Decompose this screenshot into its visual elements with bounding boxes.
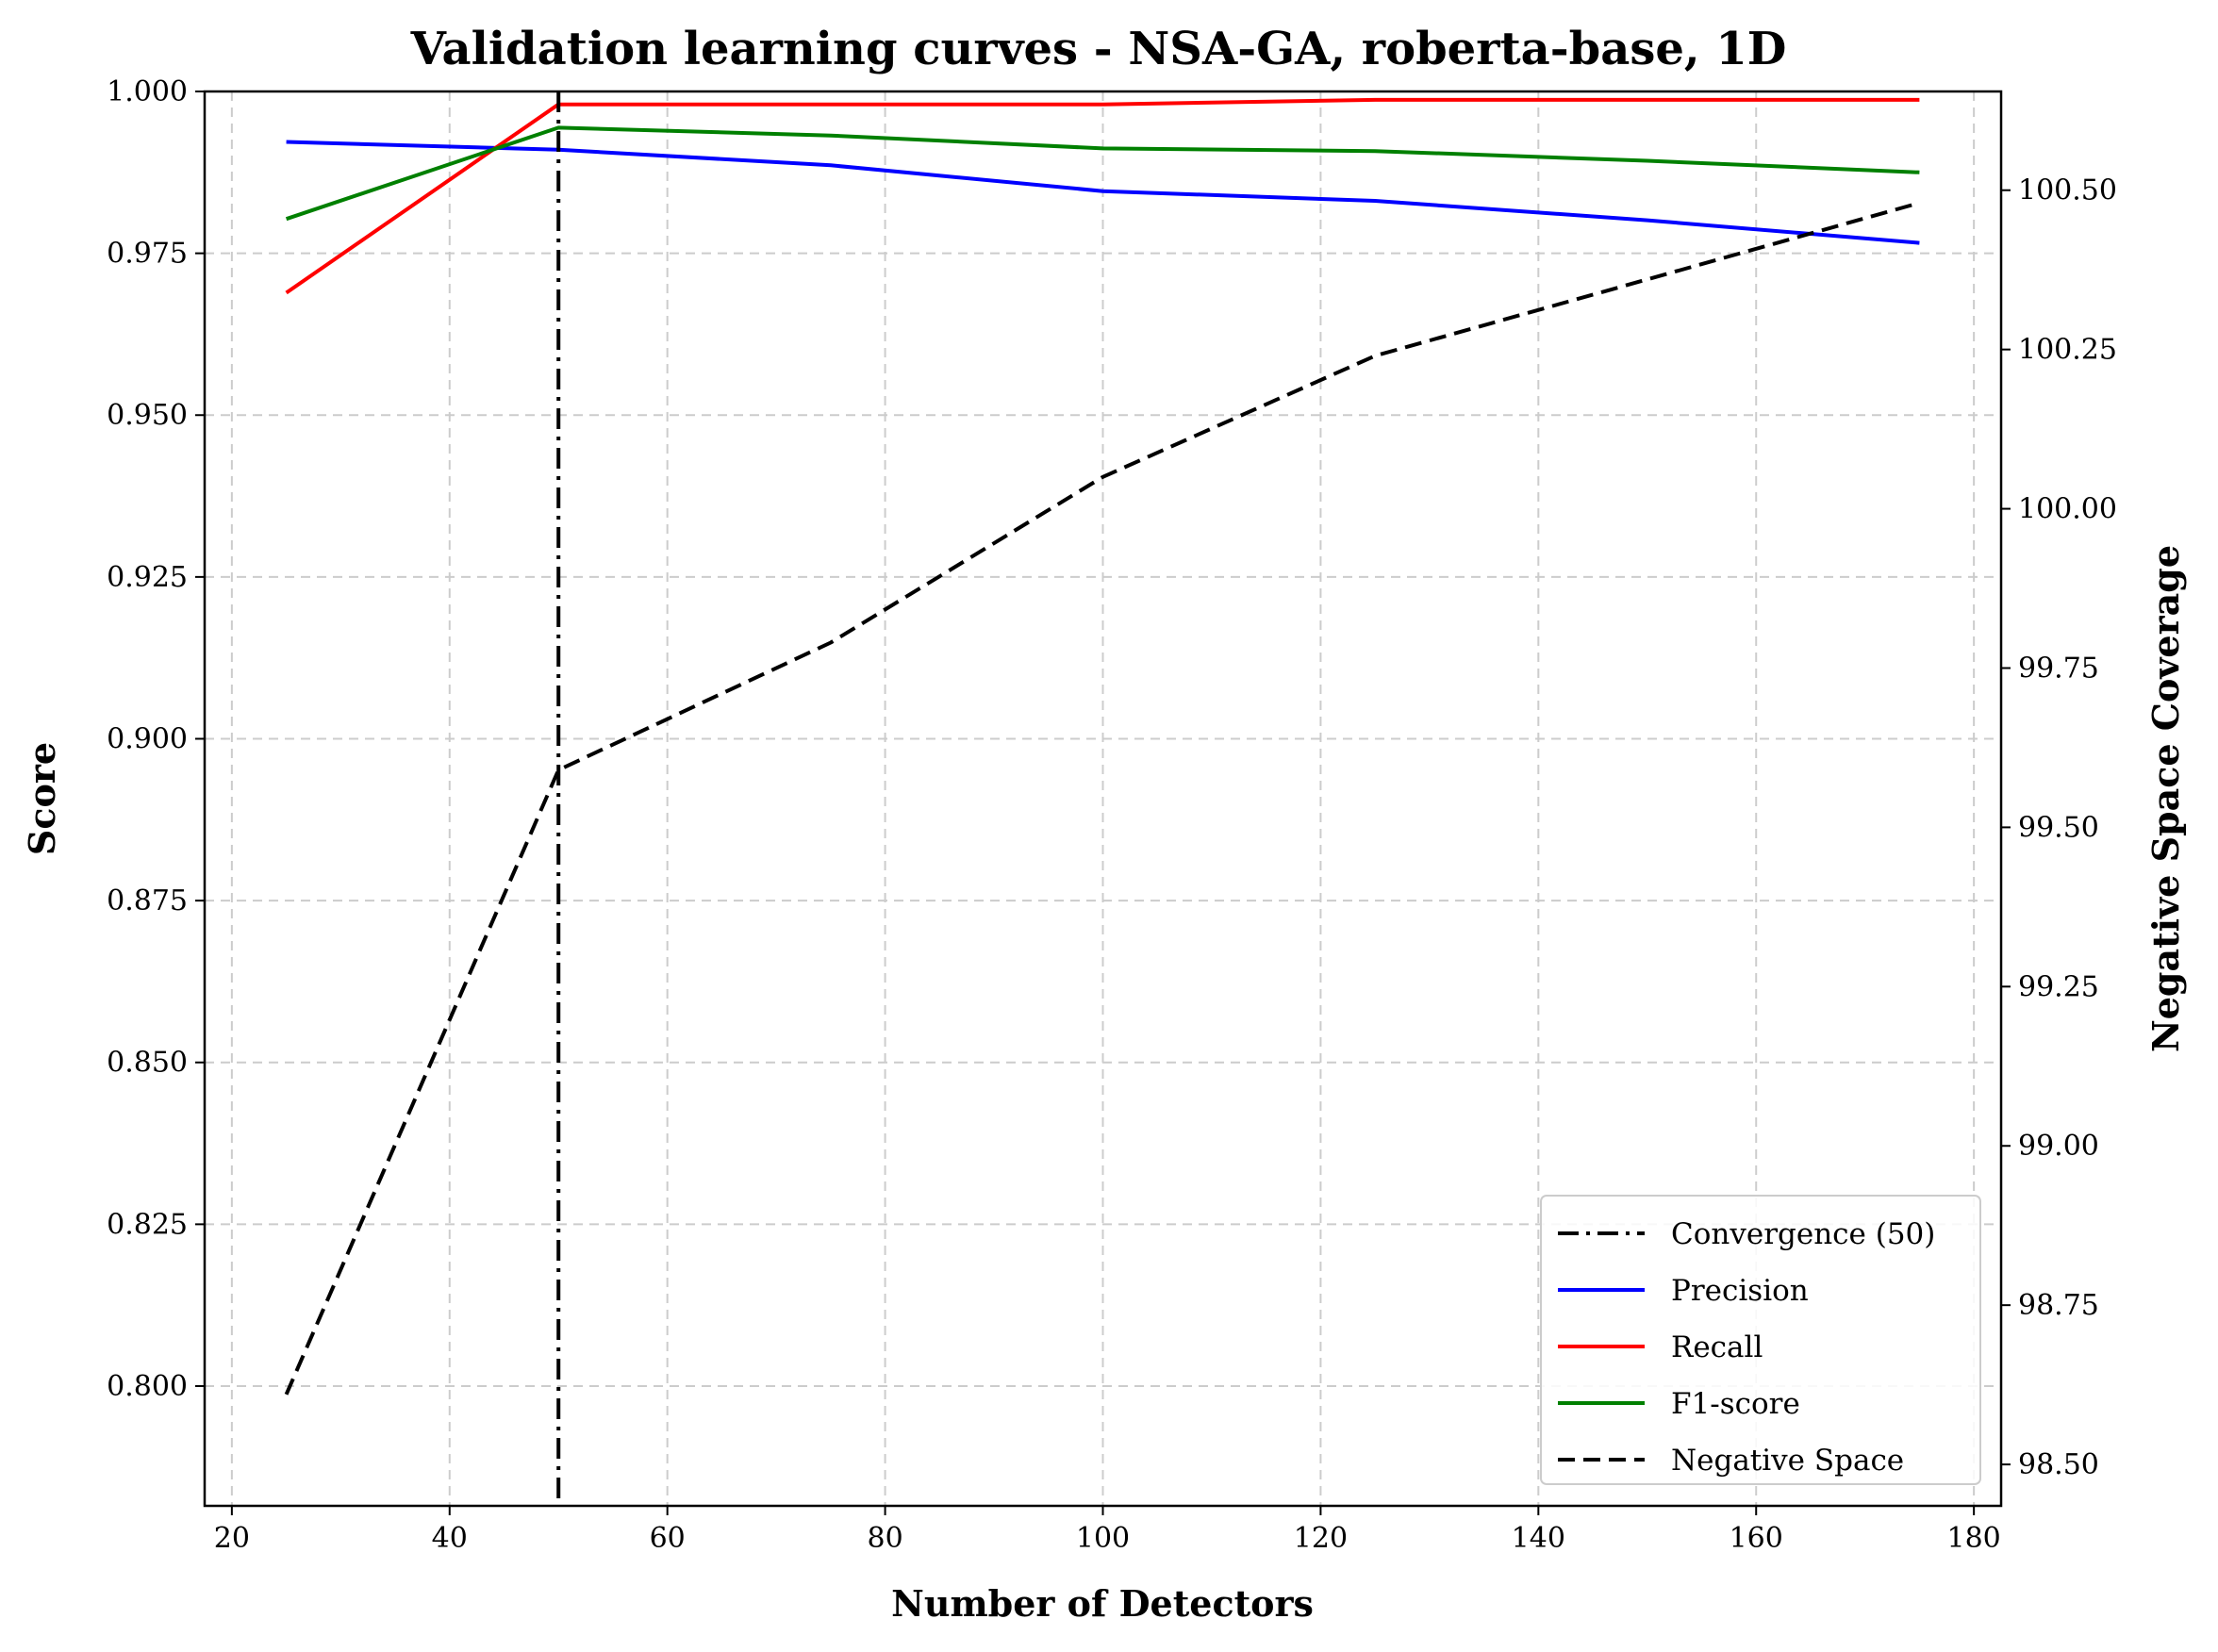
y2-tick-label: 99.50 (2018, 811, 2099, 844)
series-line-negative-space (284, 201, 1920, 1396)
series-line-f1-score (285, 125, 1920, 222)
legend-box (1540, 1195, 1981, 1485)
y-axis-ticks: 0.800 0.825 0.850 0.875 0.900 0.925 0.950 0.975… (107, 75, 205, 1403)
chart-title: Validation learning curves - NSA-GA, rob… (410, 23, 1787, 75)
y-tick-label: 0.800 (107, 1370, 188, 1403)
y-tick-label: 0.975 (107, 238, 188, 271)
legend-label: Negative Space (1671, 1444, 1904, 1478)
x-tick-label: 120 (1294, 1522, 1348, 1555)
y2-tick-label: 100.00 (2018, 493, 2117, 526)
y2-tick-label: 99.25 (2018, 970, 2099, 1003)
y2-tick-label: 99.75 (2018, 652, 2099, 685)
y2-tick-label: 100.50 (2018, 174, 2117, 207)
legend-label: F1-score (1671, 1387, 1800, 1421)
y-tick-label: 0.925 (107, 561, 188, 594)
x-tick-label: 60 (650, 1522, 686, 1555)
y2-tick-label: 99.00 (2018, 1130, 2099, 1163)
y2-tick-label: 98.75 (2018, 1289, 2099, 1322)
x-axis-label: Number of Detectors (891, 1582, 1314, 1625)
legend-label: Recall (1671, 1330, 1763, 1364)
x-axis-ticks: 20 40 60 80 100 120 140 160 180 (214, 1506, 2001, 1555)
y2-tick-label: 98.50 (2018, 1448, 2099, 1481)
y-axis-label: Score (21, 742, 63, 855)
y2-axis-ticks: 98.50 98.75 99.00 99.25 99.50 99.75 100.00 100.… (2001, 174, 2117, 1481)
x-tick-label: 100 (1076, 1522, 1130, 1555)
x-tick-label: 80 (867, 1522, 902, 1555)
y-tick-label: 0.825 (107, 1208, 188, 1241)
y-tick-label: 0.875 (107, 884, 188, 917)
y-tick-label: 0.900 (107, 722, 188, 755)
x-tick-label: 40 (432, 1522, 468, 1555)
x-tick-label: 140 (1512, 1522, 1565, 1555)
x-tick-label: 180 (1947, 1522, 2001, 1555)
legend-label: Precision (1671, 1274, 1809, 1308)
legend-label: Convergence (50) (1671, 1217, 1935, 1251)
y-tick-label: 0.950 (107, 399, 188, 432)
y-tick-label: 0.850 (107, 1047, 188, 1080)
legend: Convergence (50) Precision Recall F1-score N… (1540, 1195, 1981, 1485)
y2-axis-label: Negative Space Coverage (2144, 545, 2187, 1052)
y-tick-label: 1.000 (107, 75, 188, 108)
x-tick-label: 20 (214, 1522, 250, 1555)
x-tick-label: 160 (1730, 1522, 1783, 1555)
y2-tick-label: 100.25 (2018, 334, 2117, 367)
